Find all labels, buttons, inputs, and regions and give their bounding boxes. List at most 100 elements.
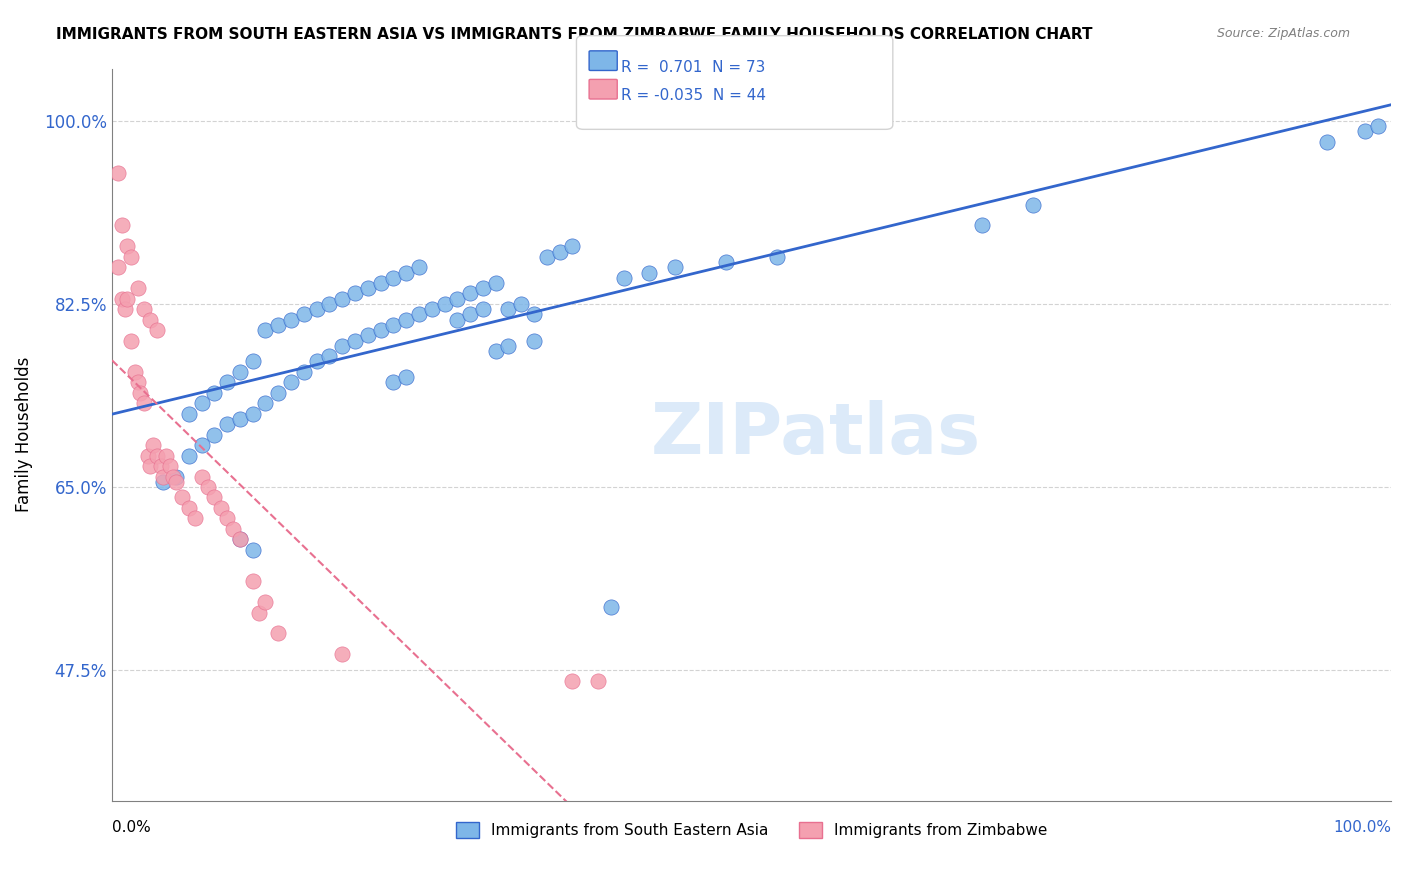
Point: [132, 302, 155, 317]
Point: [136, 449, 159, 463]
Point: [111, 292, 134, 306]
Point: [766, 250, 789, 264]
Point: [1316, 135, 1339, 149]
Point: [330, 292, 353, 306]
Point: [267, 626, 290, 640]
Point: [145, 323, 167, 337]
Y-axis label: Family Households: Family Households: [15, 357, 32, 512]
Point: [242, 354, 264, 368]
Point: [280, 376, 302, 390]
Point: [343, 286, 366, 301]
Point: [177, 407, 200, 421]
Point: [395, 312, 418, 326]
Point: [267, 385, 290, 400]
Text: Source: ZipAtlas.com: Source: ZipAtlas.com: [1216, 27, 1350, 40]
Text: 0.0%: 0.0%: [112, 820, 150, 835]
Point: [114, 302, 136, 317]
Point: [159, 459, 181, 474]
Point: [305, 354, 328, 368]
Point: [129, 385, 152, 400]
Point: [1022, 197, 1045, 211]
Point: [561, 239, 583, 253]
Text: IMMIGRANTS FROM SOUTH EASTERN ASIA VS IMMIGRANTS FROM ZIMBABWE FAMILY HOUSEHOLDS: IMMIGRANTS FROM SOUTH EASTERN ASIA VS IM…: [56, 27, 1092, 42]
Point: [229, 412, 252, 426]
Point: [471, 281, 494, 295]
Point: [267, 318, 290, 332]
Point: [177, 449, 200, 463]
Point: [382, 318, 405, 332]
Point: [202, 385, 225, 400]
Point: [165, 469, 187, 483]
Point: [510, 297, 533, 311]
Point: [471, 302, 494, 317]
Point: [190, 438, 212, 452]
Point: [1354, 124, 1376, 138]
Point: [184, 511, 207, 525]
Point: [139, 312, 162, 326]
Point: [586, 673, 609, 688]
Point: [382, 376, 405, 390]
Text: 100.0%: 100.0%: [1333, 820, 1391, 835]
Point: [142, 438, 165, 452]
Point: [132, 396, 155, 410]
Point: [446, 312, 468, 326]
Point: [408, 307, 430, 321]
Text: ZIPatlas: ZIPatlas: [651, 401, 980, 469]
Point: [120, 250, 142, 264]
Point: [343, 334, 366, 348]
Point: [446, 292, 468, 306]
Point: [222, 522, 245, 536]
Point: [382, 270, 405, 285]
Point: [202, 491, 225, 505]
Point: [458, 307, 481, 321]
Point: [197, 480, 219, 494]
Point: [599, 600, 621, 615]
Point: [155, 449, 177, 463]
Point: [395, 266, 418, 280]
Point: [242, 574, 264, 589]
Point: [247, 606, 270, 620]
Point: [107, 166, 129, 180]
Point: [120, 334, 142, 348]
Point: [124, 365, 146, 379]
Point: [408, 260, 430, 275]
Point: [139, 459, 162, 474]
Point: [152, 475, 174, 489]
Point: [254, 396, 277, 410]
Point: [318, 349, 340, 363]
Point: [433, 297, 456, 311]
Point: [498, 339, 520, 353]
Point: [217, 417, 239, 432]
Point: [370, 276, 392, 290]
Point: [613, 270, 636, 285]
Point: [242, 542, 264, 557]
Point: [165, 475, 187, 489]
Point: [280, 312, 302, 326]
Text: R =  0.701  N = 73: R = 0.701 N = 73: [621, 60, 766, 75]
Point: [498, 302, 520, 317]
Point: [638, 266, 661, 280]
Point: [370, 323, 392, 337]
Point: [1367, 119, 1389, 133]
Point: [318, 297, 340, 311]
Point: [420, 302, 443, 317]
Point: [217, 511, 239, 525]
Point: [330, 648, 353, 662]
Point: [305, 302, 328, 317]
Point: [190, 469, 212, 483]
Point: [162, 469, 184, 483]
Point: [229, 365, 252, 379]
Point: [357, 328, 380, 343]
Legend: Immigrants from South Eastern Asia, Immigrants from Zimbabwe: Immigrants from South Eastern Asia, Immi…: [450, 816, 1053, 845]
Point: [330, 339, 353, 353]
Point: [485, 276, 508, 290]
Point: [229, 533, 252, 547]
Point: [117, 239, 139, 253]
Point: [254, 595, 277, 609]
Point: [117, 292, 139, 306]
Point: [229, 533, 252, 547]
Point: [209, 500, 232, 515]
Point: [127, 281, 149, 295]
Point: [177, 500, 200, 515]
Point: [292, 307, 315, 321]
